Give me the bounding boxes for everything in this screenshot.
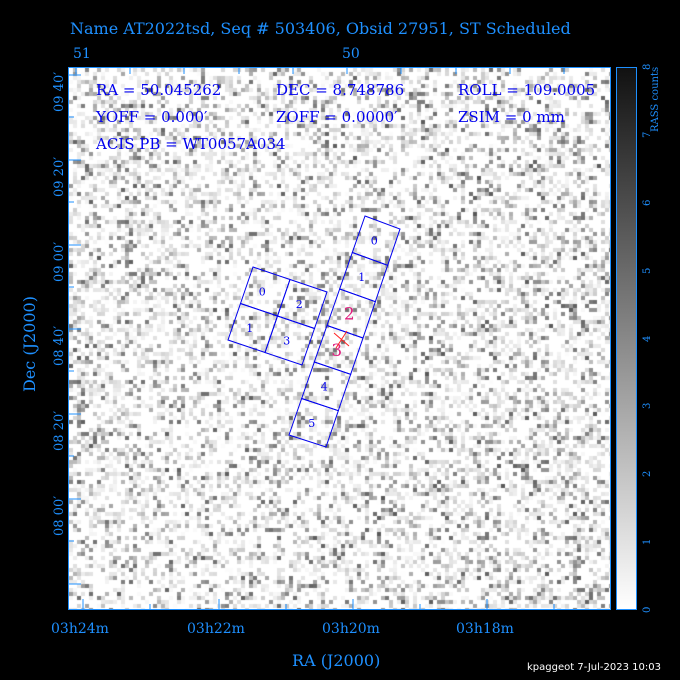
acis-s-chip-label: 5 — [308, 417, 315, 430]
colorbar-tick-label: 5 — [642, 267, 653, 274]
acis-s-chip-label: 0 — [371, 235, 378, 248]
top-tick-label: 50 — [342, 46, 360, 62]
colorbar-tick-label: 4 — [642, 335, 653, 342]
acis-pb-value: ACIS PB = WT0057A034 — [96, 135, 286, 153]
acis-s-chip — [288, 397, 339, 448]
y-axis-title: Dec (J2000) — [20, 296, 39, 392]
acis-i-chip-label: 0 — [259, 286, 266, 299]
zsim-value: ZSIM = 0 mm — [458, 108, 565, 126]
aimpoint-x-icon — [333, 330, 350, 349]
x-tick-label: 03h22m — [187, 621, 245, 637]
acis-s-chip-label: 4 — [321, 380, 328, 393]
y-tick-label: 09 00′ — [52, 241, 67, 282]
colorbar-tick-label: 0 — [642, 606, 653, 613]
colorbar-tick-label: 7 — [642, 131, 653, 138]
ra-value: RA = 50.045262 — [96, 81, 222, 99]
zoff-value: ZOFF = 0.0000′ — [276, 108, 398, 126]
colorbar — [616, 67, 637, 610]
footer-user-date: kpaggeot 7-Jul-2023 10:03 — [527, 662, 661, 673]
y-tick-label: 08 40′ — [52, 325, 67, 366]
acis-i-chip-label: 3 — [283, 335, 290, 348]
x-tick-label: 03h20m — [322, 621, 380, 637]
colorbar-tick-label: 3 — [642, 403, 653, 410]
x-tick-label: 03h24m — [51, 621, 109, 637]
acis-s-chip-label: 2 — [344, 305, 355, 325]
acis-i-chip-label: 2 — [296, 298, 303, 311]
y-tick-label: 08 20′ — [52, 410, 67, 451]
y-tick-label: 09 40′ — [52, 71, 67, 112]
top-tick-label: 51 — [73, 46, 91, 62]
x-axis-title: RA (J2000) — [292, 651, 381, 670]
y-tick-label: 09 20′ — [52, 156, 67, 197]
colorbar-tick-label: 2 — [642, 470, 653, 478]
acis-i-chip-label: 1 — [246, 322, 253, 335]
acis-s-chip-label: 1 — [358, 271, 365, 284]
acis-i-chip — [264, 315, 316, 366]
dec-value: DEC = 8.748786 — [276, 81, 405, 99]
colorbar-tick-label: 1 — [642, 538, 653, 546]
y-tick-label: 08 00′ — [52, 495, 67, 536]
acis-s-chip-label: 3 — [331, 341, 342, 361]
yoff-value: YOFF = 0.000′ — [96, 108, 208, 126]
colorbar-tick-label: 6 — [642, 199, 653, 206]
plot-title: Name AT2022tsd, Seq # 503406, Obsid 2795… — [70, 19, 571, 38]
x-tick-label: 03h18m — [456, 621, 514, 637]
colorbar-title: RASS counts — [650, 66, 661, 132]
rass-background-image — [69, 68, 610, 609]
roll-value: ROLL = 109.0005 — [458, 81, 596, 99]
